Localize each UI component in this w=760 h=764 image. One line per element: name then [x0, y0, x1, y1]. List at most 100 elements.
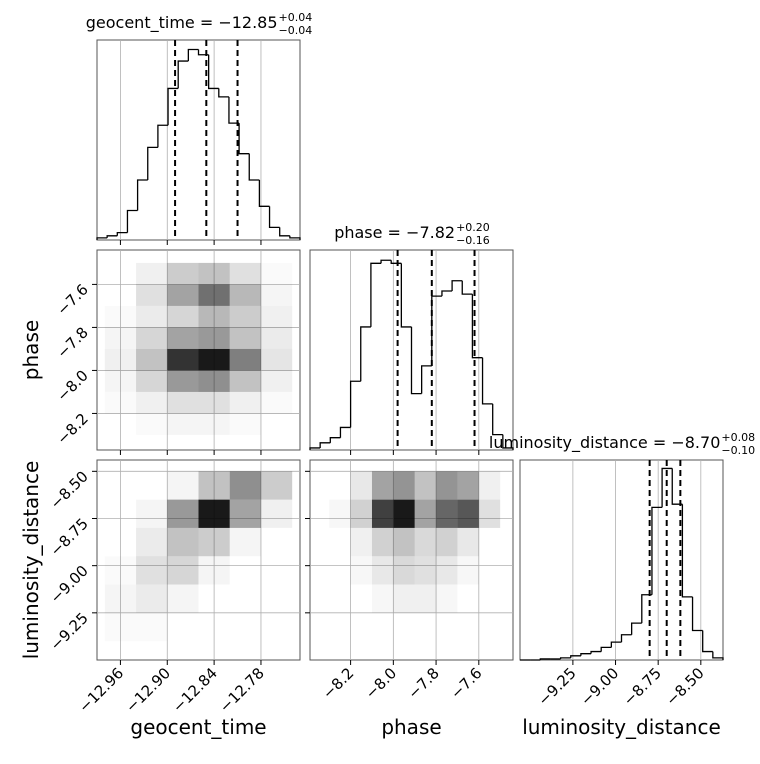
- density-cell: [229, 370, 261, 392]
- density-cell: [393, 613, 414, 641]
- density-cell: [229, 499, 261, 528]
- density-cell: [104, 370, 137, 392]
- histogram-bin: [712, 651, 724, 660]
- histogram-bin: [492, 403, 503, 436]
- density-cell: [351, 556, 372, 584]
- density-cell: [136, 613, 167, 641]
- density-cell: [260, 327, 293, 349]
- density-cell: [104, 327, 137, 349]
- density-cell: [351, 585, 372, 613]
- density-cell: [414, 584, 437, 613]
- x-tick-label: −8.2: [319, 664, 357, 702]
- histogram-bin: [481, 357, 493, 405]
- density-cell: [436, 499, 458, 528]
- density-cell: [371, 471, 394, 500]
- density-cell: [329, 585, 350, 613]
- x-tick-label: −12.90: [122, 664, 174, 716]
- x-tick-label: −12.78: [216, 664, 268, 716]
- histogram-bin: [309, 447, 321, 450]
- histogram-bin: [661, 467, 673, 508]
- x-tick-label: −12.96: [75, 664, 127, 716]
- density-cell: [479, 556, 500, 584]
- density-cell: [436, 527, 458, 557]
- density-cell: [372, 585, 393, 613]
- histogram-bin: [461, 280, 473, 295]
- density-cell: [167, 613, 198, 641]
- density-cell: [105, 263, 136, 285]
- panel-title: phase = −7.82: [334, 223, 455, 242]
- histogram-bin: [502, 434, 514, 450]
- density-cell: [167, 348, 199, 371]
- y-tick-label: −9.00: [47, 562, 92, 607]
- histogram-bin: [671, 468, 683, 505]
- histogram-bin: [268, 206, 280, 229]
- density-cell: [457, 527, 479, 557]
- density-cell: [198, 471, 230, 500]
- density-cell: [167, 584, 199, 613]
- histogram-bin: [651, 506, 663, 595]
- histogram-bin: [451, 280, 463, 292]
- density-cell: [167, 499, 199, 528]
- histogram-bin: [681, 504, 693, 598]
- density-cell: [230, 556, 261, 584]
- histogram-bin: [96, 237, 108, 240]
- histogram-bin: [370, 262, 382, 327]
- density-cell: [393, 527, 415, 557]
- x-tick-label: −8.0: [362, 664, 400, 702]
- title-upper: +0.08: [721, 431, 755, 444]
- histogram-bin: [441, 290, 453, 297]
- density-cell: [229, 527, 261, 557]
- histogram-bin: [289, 235, 301, 240]
- density-cell: [199, 613, 230, 641]
- density-cell: [260, 499, 293, 528]
- density-cell: [479, 613, 500, 641]
- histogram-bin: [248, 153, 260, 181]
- histogram-bin: [147, 146, 158, 180]
- density-cell: [198, 327, 230, 349]
- density-cell: [350, 527, 372, 557]
- density-cell: [105, 471, 136, 499]
- density-cell: [136, 391, 168, 414]
- density-cell: [105, 284, 136, 306]
- density-cell: [414, 471, 437, 500]
- density-cell: [167, 262, 199, 285]
- histogram-bin: [228, 96, 240, 124]
- density-cell: [136, 327, 168, 349]
- density-cell: [198, 527, 230, 557]
- density-cell: [415, 613, 436, 641]
- y-tick-label: −8.50: [47, 467, 92, 512]
- histogram-bin: [349, 380, 361, 428]
- density-cell: [105, 613, 136, 641]
- histogram-bin: [691, 596, 703, 632]
- x-tick-label: −8.50: [662, 664, 707, 709]
- histogram-bin: [360, 326, 371, 382]
- histogram-bin: [218, 88, 229, 98]
- density-cell: [167, 471, 199, 500]
- density-cell: [260, 348, 293, 371]
- density-cell: [436, 471, 458, 500]
- density-cell: [136, 413, 167, 435]
- density-cell: [104, 584, 137, 613]
- density-cell: [199, 585, 230, 613]
- y-tick-label: −8.75: [47, 515, 92, 560]
- histogram-bin: [570, 655, 581, 658]
- density-cell: [198, 370, 230, 392]
- title-upper: +0.04: [279, 11, 313, 24]
- density-cell: [457, 585, 478, 613]
- density-cell: [479, 528, 500, 556]
- histogram-bin: [380, 259, 392, 264]
- density-cell: [478, 471, 501, 500]
- density-cell: [198, 348, 230, 371]
- density-cell: [261, 585, 292, 613]
- histogram-bin: [126, 209, 138, 233]
- density-cell: [167, 391, 199, 414]
- density-cell: [198, 556, 230, 585]
- density-cell: [350, 471, 372, 500]
- density-cell: [457, 471, 479, 500]
- density-cell: [229, 348, 261, 371]
- density-cell: [261, 613, 292, 641]
- y-tick-label: −8.0: [53, 367, 91, 405]
- density-cell: [105, 392, 136, 414]
- density-cell: [436, 613, 457, 641]
